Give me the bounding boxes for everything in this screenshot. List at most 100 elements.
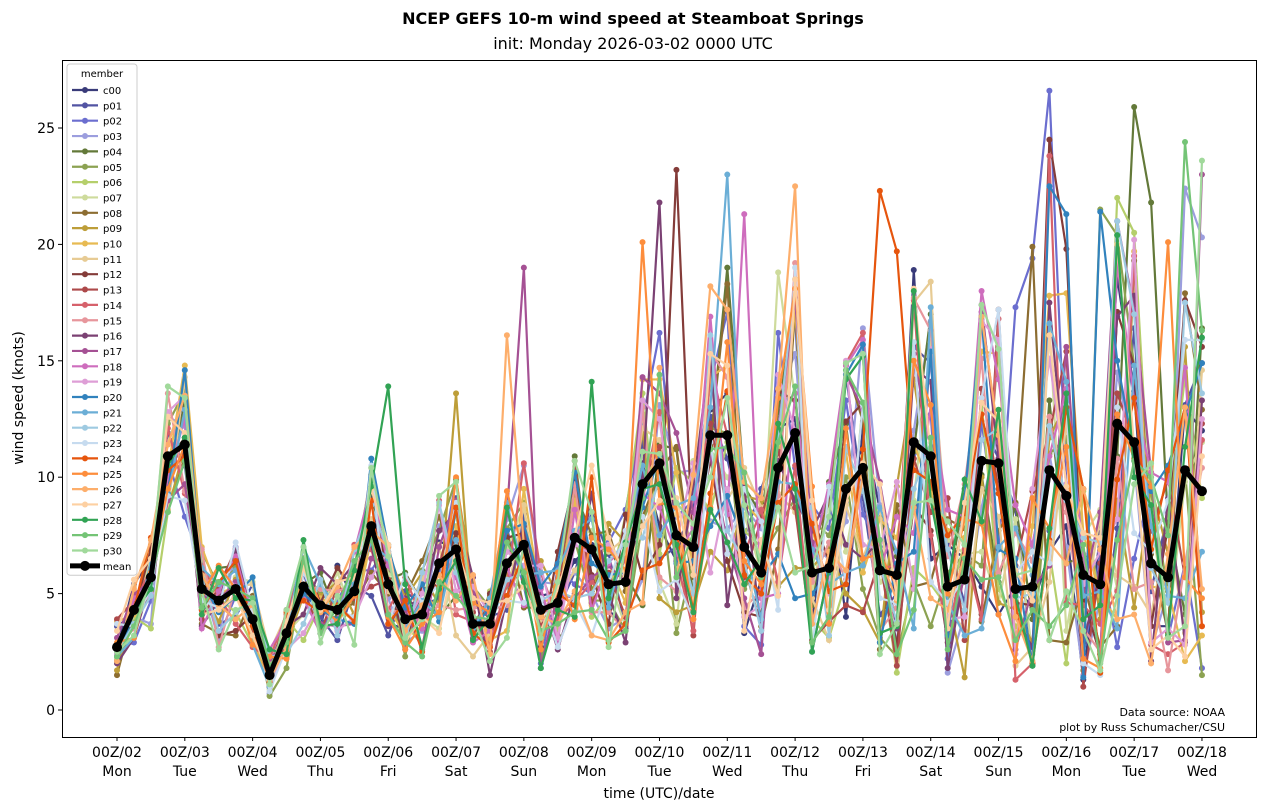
legend-item-p09: p09 xyxy=(72,224,122,235)
member-point xyxy=(656,443,663,450)
member-point xyxy=(775,499,782,506)
legend-label: p02 xyxy=(103,117,122,128)
member-point xyxy=(978,518,985,525)
member-point xyxy=(317,564,324,571)
member-point xyxy=(588,632,595,639)
member-point xyxy=(1046,152,1053,159)
member-point xyxy=(1012,658,1019,665)
member-point xyxy=(724,339,731,346)
member-point xyxy=(826,632,833,639)
member-point xyxy=(436,578,443,585)
member-point xyxy=(639,599,646,606)
x-tick-day-label: Mon xyxy=(102,764,132,780)
member-point xyxy=(164,509,171,516)
member-point xyxy=(198,625,205,632)
member-point xyxy=(334,592,341,599)
member-point xyxy=(181,429,188,436)
member-lines xyxy=(114,87,1205,700)
member-point xyxy=(944,506,951,513)
mean-point xyxy=(807,567,818,578)
mean-line xyxy=(112,418,1207,681)
member-point xyxy=(944,532,951,539)
member-point xyxy=(741,502,748,509)
legend-label: p10 xyxy=(103,240,122,251)
x-tick-label: 00Z/12 xyxy=(770,745,820,761)
member-point xyxy=(859,329,866,336)
member-point xyxy=(961,632,968,639)
member-point xyxy=(656,541,663,548)
member-point xyxy=(876,651,883,658)
member-point xyxy=(436,613,443,620)
legend-label: p15 xyxy=(103,316,122,327)
member-point xyxy=(673,609,680,616)
member-point xyxy=(1080,541,1087,548)
member-point xyxy=(910,357,917,364)
member-point xyxy=(300,597,307,604)
member-point xyxy=(809,520,816,527)
member-point xyxy=(775,269,782,276)
member-point xyxy=(622,541,629,548)
mean-point xyxy=(230,583,241,594)
member-point xyxy=(1198,632,1205,639)
x-tick-day-label: Tue xyxy=(172,764,197,780)
member-point xyxy=(826,513,833,520)
member-point xyxy=(147,625,154,632)
member-point xyxy=(453,530,460,537)
legend-label: p09 xyxy=(103,224,122,235)
legend-marker xyxy=(82,516,88,523)
member-point xyxy=(1198,548,1205,555)
member-point xyxy=(181,497,188,504)
member-point xyxy=(707,332,714,339)
member-point xyxy=(741,469,748,476)
member-point xyxy=(1198,453,1205,460)
member-point xyxy=(775,592,782,599)
member-point xyxy=(1063,443,1070,450)
member-point xyxy=(961,606,968,613)
member-point xyxy=(537,583,544,590)
mean-point xyxy=(1129,437,1140,448)
legend-item-p06: p06 xyxy=(72,178,122,189)
member-point xyxy=(232,632,239,639)
member-point xyxy=(1182,299,1189,306)
legend-marker xyxy=(82,87,88,93)
member-point xyxy=(1198,397,1205,404)
member-point xyxy=(910,267,917,274)
x-tick-day-label: Sun xyxy=(985,764,1012,780)
mean-point xyxy=(179,439,190,450)
member-point xyxy=(1046,320,1053,327)
member-point xyxy=(775,385,782,392)
member-point xyxy=(927,402,934,409)
legend-item-p10: p10 xyxy=(72,240,122,251)
member-point xyxy=(232,539,239,546)
member-point xyxy=(724,602,731,609)
member-point xyxy=(978,301,985,308)
mean-point xyxy=(654,458,665,469)
mean-point xyxy=(1010,583,1021,594)
legend-marker xyxy=(82,363,88,370)
member-point xyxy=(876,504,883,511)
member-point xyxy=(1063,627,1070,634)
legend-label: p26 xyxy=(103,485,122,496)
member-point xyxy=(300,537,307,544)
legend-label: c00 xyxy=(103,86,121,97)
member-point xyxy=(792,569,799,576)
member-point xyxy=(893,669,900,676)
member-point xyxy=(1046,299,1053,306)
member-point xyxy=(1063,602,1070,609)
member-point xyxy=(741,571,748,578)
legend-item-p01: p01 xyxy=(72,101,122,112)
member-point xyxy=(1080,655,1087,662)
legend-item-p26: p26 xyxy=(72,485,122,496)
member-point xyxy=(656,199,663,206)
member-point xyxy=(1182,336,1189,343)
member-point xyxy=(436,630,443,637)
member-point xyxy=(1148,460,1155,467)
member-point xyxy=(1131,104,1138,111)
legend-item-p19: p19 xyxy=(72,378,122,389)
member-point xyxy=(1046,637,1053,644)
member-point xyxy=(215,646,222,653)
member-point xyxy=(995,406,1002,413)
legend-item-p20: p20 xyxy=(72,393,122,404)
member-point xyxy=(249,595,256,602)
mean-point xyxy=(976,455,987,466)
